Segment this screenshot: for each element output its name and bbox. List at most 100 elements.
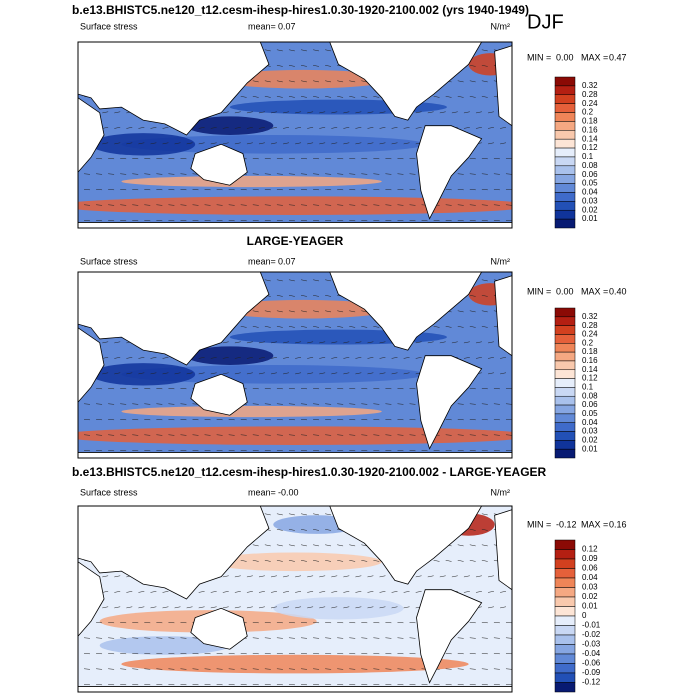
wind-arrow bbox=[162, 127, 169, 129]
wind-arrow bbox=[391, 142, 398, 145]
wind-arrow bbox=[276, 204, 283, 206]
panel-title: b.e13.BHISTC5.ne120_t12.cesm-ihesp-hires… bbox=[72, 465, 547, 479]
wind-arrow bbox=[409, 173, 416, 175]
wind-arrow bbox=[343, 575, 350, 578]
wind-arrow bbox=[300, 326, 307, 328]
colorbar-label: 0.05 bbox=[582, 409, 598, 418]
wind-arrow bbox=[481, 450, 488, 452]
wind-arrow bbox=[114, 372, 121, 375]
field-region bbox=[78, 196, 512, 215]
wind-arrow bbox=[397, 668, 404, 670]
wind-arrow bbox=[102, 142, 109, 145]
wind-arrow bbox=[325, 560, 332, 562]
wind-arrow bbox=[144, 419, 151, 421]
wind-arrow bbox=[102, 111, 109, 114]
colorbar-label: 0.02 bbox=[582, 592, 598, 601]
colorbar-label: 0.09 bbox=[582, 554, 598, 563]
wind-arrow bbox=[313, 388, 320, 390]
wind-arrow bbox=[481, 684, 488, 686]
wind-arrow bbox=[409, 450, 416, 452]
wind-arrow bbox=[373, 158, 380, 160]
wind-arrow bbox=[240, 560, 247, 562]
wind-arrow bbox=[469, 310, 476, 313]
wind-arrow bbox=[481, 295, 488, 297]
colorbar-box bbox=[554, 682, 576, 693]
wind-arrow bbox=[168, 684, 175, 686]
wind-arrow bbox=[102, 127, 109, 129]
wind-arrow bbox=[222, 111, 229, 114]
wind-arrow bbox=[355, 111, 362, 114]
wind-arrow bbox=[457, 668, 464, 670]
colorbar-label: 0.04 bbox=[582, 573, 598, 582]
wind-arrow bbox=[481, 653, 488, 655]
wind-arrow bbox=[469, 668, 476, 670]
field-region bbox=[91, 363, 196, 386]
wind-arrow bbox=[391, 606, 398, 609]
wind-arrow bbox=[246, 341, 253, 344]
wind-arrow bbox=[361, 622, 368, 624]
wind-arrow bbox=[325, 513, 332, 516]
wind-arrow bbox=[481, 544, 488, 547]
wind-arrow bbox=[379, 127, 386, 129]
wind-arrow bbox=[120, 668, 127, 670]
wind-arrow bbox=[403, 357, 410, 359]
wind-arrow bbox=[361, 637, 368, 639]
wind-arrow bbox=[180, 220, 187, 222]
wind-arrow bbox=[313, 173, 320, 175]
colorbar-box bbox=[554, 121, 576, 131]
wind-arrow bbox=[337, 220, 344, 222]
wind-arrow bbox=[270, 591, 277, 593]
wind-arrow bbox=[493, 388, 500, 390]
colorbar-box bbox=[554, 147, 576, 158]
colorbar-label: 0.12 bbox=[582, 143, 598, 152]
wind-arrow bbox=[126, 357, 133, 359]
wind-arrow bbox=[319, 591, 326, 593]
wind-arrow bbox=[493, 189, 500, 191]
wind-arrow bbox=[367, 142, 374, 145]
wind-arrow bbox=[120, 204, 127, 206]
wind-arrow bbox=[481, 96, 488, 98]
wind-arrow bbox=[300, 49, 307, 52]
wind-arrow bbox=[198, 142, 205, 145]
wind-arrow bbox=[288, 529, 295, 531]
wind-arrow bbox=[276, 173, 283, 175]
wind-arrow bbox=[192, 684, 199, 686]
wind-arrow bbox=[379, 341, 386, 344]
wind-arrow bbox=[493, 204, 500, 206]
wind-arrow bbox=[102, 606, 109, 609]
wind-arrow bbox=[180, 403, 187, 405]
wind-arrow bbox=[445, 434, 452, 436]
wind-arrow bbox=[325, 96, 332, 98]
wind-arrow bbox=[349, 434, 356, 436]
wind-arrow bbox=[300, 279, 307, 282]
wind-arrow bbox=[156, 419, 163, 421]
wind-arrow bbox=[114, 341, 121, 344]
wind-arrow bbox=[300, 529, 307, 531]
wind-arrow bbox=[240, 419, 247, 421]
wind-arrow bbox=[96, 220, 103, 222]
wind-arrow bbox=[469, 220, 476, 222]
wind-arrow bbox=[264, 80, 271, 83]
max-label: MAX = bbox=[581, 286, 608, 296]
wind-arrow bbox=[319, 575, 326, 578]
field-region bbox=[186, 346, 274, 366]
wind-arrow bbox=[307, 372, 314, 375]
wind-arrow bbox=[505, 450, 512, 452]
wind-arrow bbox=[313, 189, 320, 191]
wind-arrow bbox=[397, 220, 404, 222]
wind-arrow bbox=[500, 372, 507, 375]
wind-arrow bbox=[349, 560, 356, 562]
land bbox=[78, 506, 270, 600]
wind-arrow bbox=[457, 403, 464, 405]
wind-arrow bbox=[409, 434, 416, 436]
wind-arrow bbox=[463, 111, 470, 114]
wind-arrow bbox=[186, 372, 193, 375]
wind-arrow bbox=[162, 606, 169, 609]
wind-arrow bbox=[295, 142, 302, 145]
wind-arrow bbox=[108, 653, 115, 655]
wind-arrow bbox=[481, 80, 488, 83]
wind-arrow bbox=[481, 434, 488, 436]
wind-arrow bbox=[319, 142, 326, 145]
wind-arrow bbox=[132, 637, 139, 639]
colorbar-label: -0.03 bbox=[582, 640, 601, 649]
